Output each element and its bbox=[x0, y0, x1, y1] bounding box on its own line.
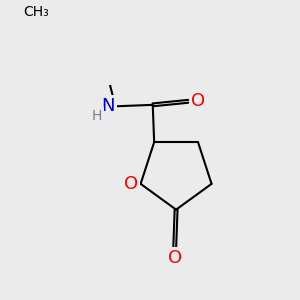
Text: CH₃: CH₃ bbox=[23, 5, 49, 19]
Text: O: O bbox=[168, 249, 182, 267]
Text: O: O bbox=[191, 92, 205, 110]
Text: O: O bbox=[124, 175, 138, 193]
Text: H: H bbox=[92, 109, 102, 123]
Text: N: N bbox=[101, 97, 115, 115]
